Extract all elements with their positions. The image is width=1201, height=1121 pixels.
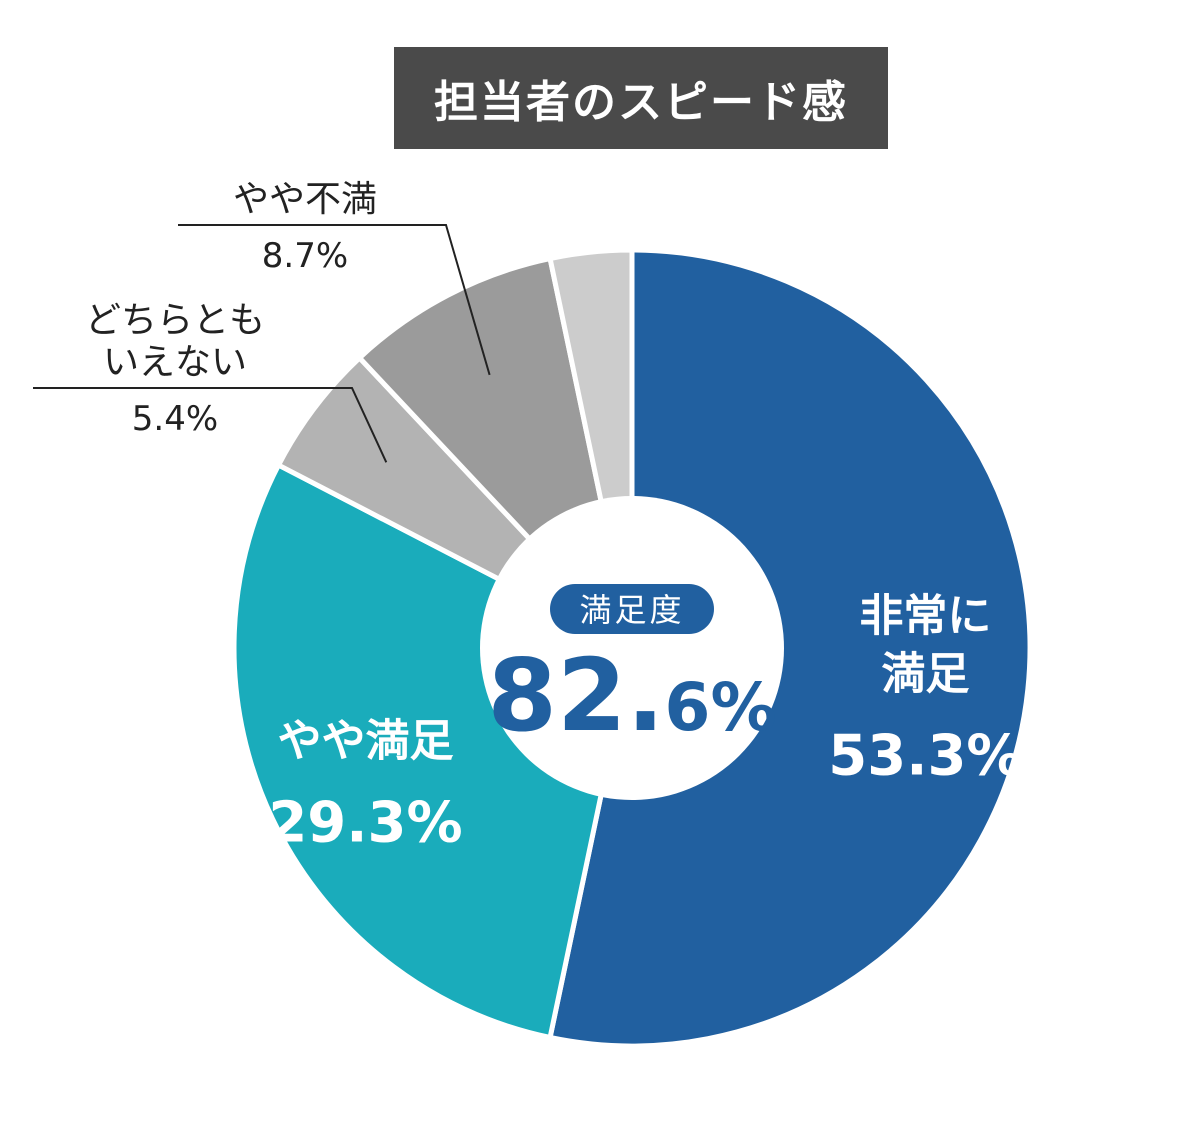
leader-lines <box>33 224 491 463</box>
chart-title: 担当者のスピード感 <box>434 77 848 128</box>
center-value-decimal: 6 <box>665 669 711 746</box>
center-summary: 満足度 82.6% <box>487 584 777 754</box>
center-value-unit: % <box>710 669 776 746</box>
center-badge <box>550 584 714 634</box>
donut-hole <box>480 496 784 800</box>
slice-label-0-0: 非常に <box>859 591 991 642</box>
leader-line-3 <box>178 224 491 376</box>
slice-value-3: 8.7% <box>262 236 348 276</box>
donut-slices <box>231 247 1033 1049</box>
slice-value-1: 29.3% <box>268 790 462 855</box>
chart-title-box: 担当者のスピード感 <box>394 47 888 149</box>
slice-value-2: 5.4% <box>132 399 218 439</box>
center-value: 82.6% <box>487 637 776 754</box>
donut-slice-0 <box>547 247 1033 1049</box>
center-value-main: 82. <box>487 637 664 754</box>
center-badge-label: 満足度 <box>579 591 684 629</box>
slice-label-0-1: 満足 <box>881 649 969 700</box>
slice-label-2-1: いえない <box>103 342 247 383</box>
slice-label-3-0: やや不満 <box>233 179 377 220</box>
slice-label-2-0: どちらとも <box>85 300 265 341</box>
slice-value-0: 53.3% <box>828 724 1022 789</box>
slice-label-1-0: やや満足 <box>277 715 453 766</box>
leader-line-2 <box>33 387 388 463</box>
